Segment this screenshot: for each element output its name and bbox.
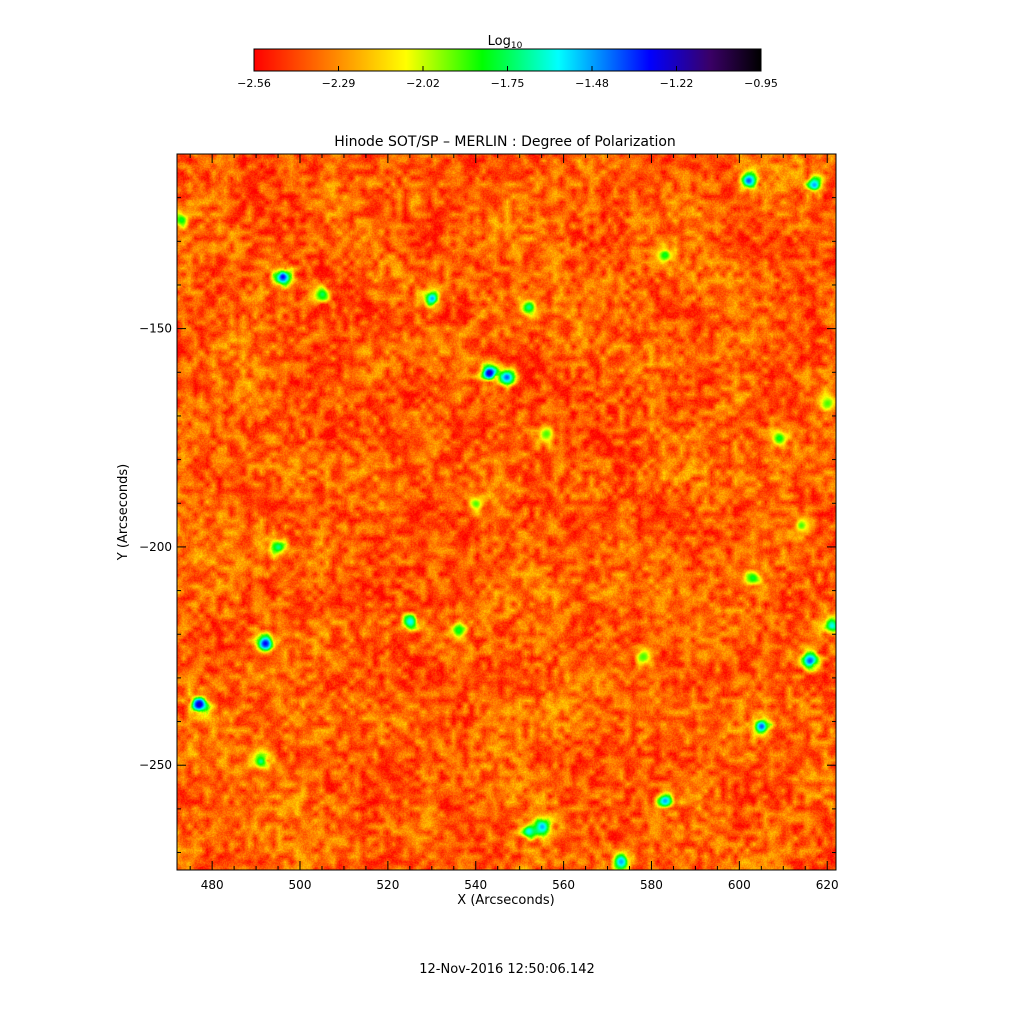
plot-area: 480 500 520 540 560 580 600 620 −150 −200 −250: [139, 153, 839, 892]
colorbar-tick-label: −2.29: [322, 77, 356, 90]
x-tick-label: 520: [376, 878, 399, 892]
timestamp: 12-Nov-2016 12:50:06.142: [419, 962, 595, 977]
x-tick-label: 480: [201, 878, 224, 892]
y-axis: −150 −200 −250: [139, 153, 836, 854]
colorbar: Log10 −2.56 −2.29 −2.02 −1.75 −1.48 −1.22 −0.9…: [237, 34, 778, 90]
y-tick-label: −250: [139, 758, 172, 772]
colorbar-ticks: −2.56 −2.29 −2.02 −1.75 −1.48 −1.22 −0.95: [237, 66, 778, 90]
y-tick-label: −200: [139, 540, 172, 554]
colorbar-tick-label: −0.95: [744, 77, 778, 90]
x-tick-label: 600: [728, 878, 751, 892]
colorbar-label: Log10: [488, 34, 523, 51]
colorbar-tick-label: −2.56: [237, 77, 271, 90]
x-axis: 480 500 520 540 560 580 600 620: [189, 154, 839, 892]
colorbar-tick-label: −1.22: [660, 77, 694, 90]
plot-frame: [176, 153, 837, 871]
x-tick-label: 540: [464, 878, 487, 892]
colorbar-tick-label: −2.02: [406, 77, 440, 90]
x-tick-label: 500: [289, 878, 312, 892]
chart-title: Hinode SOT/SP – MERLIN : Degree of Polar…: [334, 134, 676, 150]
x-tick-label: 620: [816, 878, 839, 892]
y-tick-label: −150: [139, 322, 172, 336]
heatmap-image: [177, 154, 836, 870]
y-axis-label: Y (Arcseconds): [116, 464, 131, 561]
x-tick-label: 560: [552, 878, 575, 892]
colorbar-tick-label: −1.48: [575, 77, 609, 90]
x-tick-label: 580: [640, 878, 663, 892]
x-axis-label: X (Arcseconds): [457, 893, 554, 908]
colorbar-tick-label: −1.75: [491, 77, 525, 90]
